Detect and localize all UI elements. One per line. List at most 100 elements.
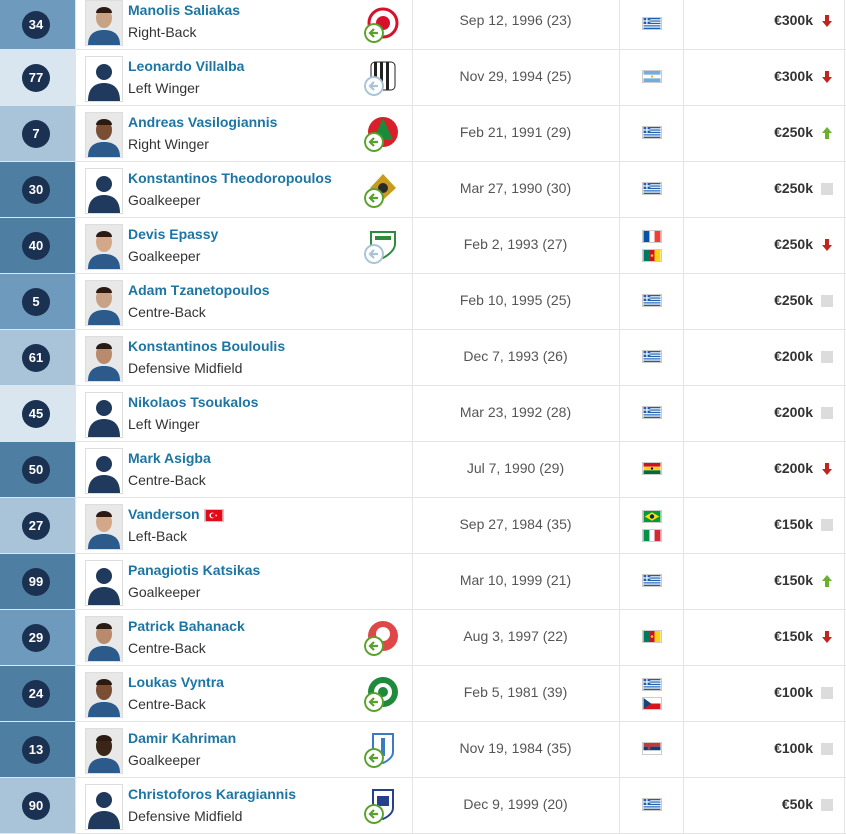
player-name-link[interactable]: Andreas Vasilogiannis — [128, 114, 278, 130]
player-row: 50 Mark Asigba Centre-Back Jul 7, 1990 (29)… — [0, 442, 846, 498]
player-name-link[interactable]: Konstantinos Bouloulis — [128, 338, 286, 354]
greece-flag-icon — [620, 17, 683, 30]
market-value[interactable]: €150k — [774, 516, 813, 532]
shirt-number-cell: 27 — [0, 498, 75, 553]
argentina-flag-icon — [620, 70, 683, 83]
shirt-number-cell: 50 — [0, 442, 75, 497]
shirt-number-cell: 61 — [0, 330, 75, 385]
shirt-number: 99 — [22, 567, 50, 596]
player-photo[interactable] — [85, 336, 123, 382]
market-value[interactable]: €200k — [774, 460, 813, 476]
transfer-arrow-icon — [364, 76, 384, 96]
serbia-flag-icon — [620, 742, 683, 755]
market-value[interactable]: €250k — [774, 180, 813, 196]
market-value[interactable]: €200k — [774, 348, 813, 364]
player-row: 90 Christoforos Karagiannis Defensive Midf… — [0, 778, 846, 834]
player-name-link[interactable]: Christoforos Karagiannis — [128, 786, 297, 802]
player-name-link[interactable]: Leonardo Villalba — [128, 58, 245, 74]
greece-flag-icon — [620, 406, 683, 419]
nationality-flags — [620, 406, 683, 419]
nationality-flags — [620, 742, 683, 755]
market-value[interactable]: €250k — [774, 292, 813, 308]
birth-date: Feb 21, 1991 (29) — [459, 124, 572, 140]
birth-date: Mar 27, 1990 (30) — [459, 180, 572, 196]
player-name-link[interactable]: Nikolaos Tsoukalos — [128, 394, 259, 410]
player-photo[interactable] — [85, 56, 123, 102]
player-photo[interactable] — [85, 448, 123, 494]
player-photo[interactable] — [85, 280, 123, 326]
player-photo[interactable] — [85, 504, 123, 550]
player-name-link[interactable]: Devis Epassy — [128, 226, 219, 242]
player-position: Goalkeeper — [128, 752, 201, 768]
greece-flag-icon — [620, 678, 683, 691]
transfer-arrow-icon — [364, 804, 384, 824]
player-photo[interactable] — [85, 728, 123, 774]
market-value[interactable]: €250k — [774, 124, 813, 140]
player-position: Defensive Midfield — [128, 808, 243, 824]
transfer-arrow-icon — [364, 692, 384, 712]
shirt-number-cell: 29 — [0, 610, 75, 665]
player-photo[interactable] — [85, 112, 123, 158]
player-name-link[interactable]: Patrick Bahanack — [128, 618, 245, 634]
value-unchanged-icon — [820, 518, 834, 532]
player-row: 61 Konstantinos Bouloulis Defensive Midfie… — [0, 330, 846, 386]
shirt-number-cell: 7 — [0, 106, 75, 161]
market-value[interactable]: €300k — [774, 68, 813, 84]
player-name-link[interactable]: Konstantinos Theodoropoulos — [128, 170, 332, 186]
birth-date: Mar 23, 1992 (28) — [459, 404, 572, 420]
player-photo[interactable] — [85, 392, 123, 438]
player-name-link[interactable]: Loukas Vyntra — [128, 674, 224, 690]
market-value[interactable]: €300k — [774, 12, 813, 28]
transfer-arrow-icon — [364, 748, 384, 768]
cameroon-flag-icon — [620, 249, 683, 262]
player-photo[interactable] — [85, 784, 123, 830]
transfer-arrow-icon — [364, 23, 384, 43]
player-row: 40 Devis Epassy Goalkeeper Feb 2, 1993 (27)… — [0, 218, 846, 274]
player-photo[interactable] — [85, 168, 123, 214]
shirt-number: 7 — [22, 119, 50, 148]
czech-flag-icon — [620, 697, 683, 710]
player-row: 77 Leonardo Villalba Left Winger Nov 29, 19… — [0, 50, 846, 106]
birth-date: Nov 19, 1984 (35) — [459, 740, 572, 756]
player-photo[interactable] — [85, 224, 123, 270]
nationality-flags — [620, 230, 683, 262]
player-name-link[interactable]: Vanderson — [128, 506, 200, 522]
value-up-arrow-icon — [820, 126, 834, 140]
market-value[interactable]: €200k — [774, 404, 813, 420]
nationality-flags — [620, 350, 683, 363]
player-photo[interactable] — [85, 616, 123, 662]
shirt-number: 27 — [22, 511, 50, 540]
player-row: 99 Panagiotis Katsikas Goalkeeper Mar 10, 1… — [0, 554, 846, 610]
player-position: Left-Back — [128, 528, 188, 544]
value-unchanged-icon — [820, 686, 834, 700]
player-row: 30 Konstantinos Theodoropoulos Goalkeeper M… — [0, 162, 846, 218]
value-down-arrow-icon — [820, 70, 834, 84]
shirt-number: 24 — [22, 679, 50, 708]
market-value[interactable]: €250k — [774, 236, 813, 252]
value-unchanged-icon — [820, 294, 834, 308]
market-value[interactable]: €100k — [774, 740, 813, 756]
shirt-number: 29 — [22, 623, 50, 652]
shirt-number: 45 — [22, 399, 50, 428]
market-value[interactable]: €100k — [774, 684, 813, 700]
birth-date: Nov 29, 1994 (25) — [459, 68, 572, 84]
birth-date: Feb 5, 1981 (39) — [463, 684, 568, 700]
player-name-link[interactable]: Mark Asigba — [128, 450, 211, 466]
player-position: Centre-Back — [128, 304, 206, 320]
player-photo[interactable] — [85, 560, 123, 606]
ghana-flag-icon — [620, 462, 683, 475]
shirt-number-cell: 90 — [0, 778, 75, 833]
market-value[interactable]: €150k — [774, 572, 813, 588]
player-name-link[interactable]: Damir Kahriman — [128, 730, 237, 746]
player-name-link[interactable]: Panagiotis Katsikas — [128, 562, 261, 578]
greece-flag-icon — [620, 294, 683, 307]
player-name-link[interactable]: Adam Tzanetopoulos — [128, 282, 270, 298]
player-position: Left Winger — [128, 80, 200, 96]
player-name-link[interactable]: Manolis Saliakas — [128, 2, 241, 18]
player-photo[interactable] — [85, 672, 123, 718]
greece-flag-icon — [620, 574, 683, 587]
player-photo[interactable] — [85, 0, 123, 46]
market-value[interactable]: €50k — [781, 796, 813, 812]
market-value[interactable]: €150k — [774, 628, 813, 644]
